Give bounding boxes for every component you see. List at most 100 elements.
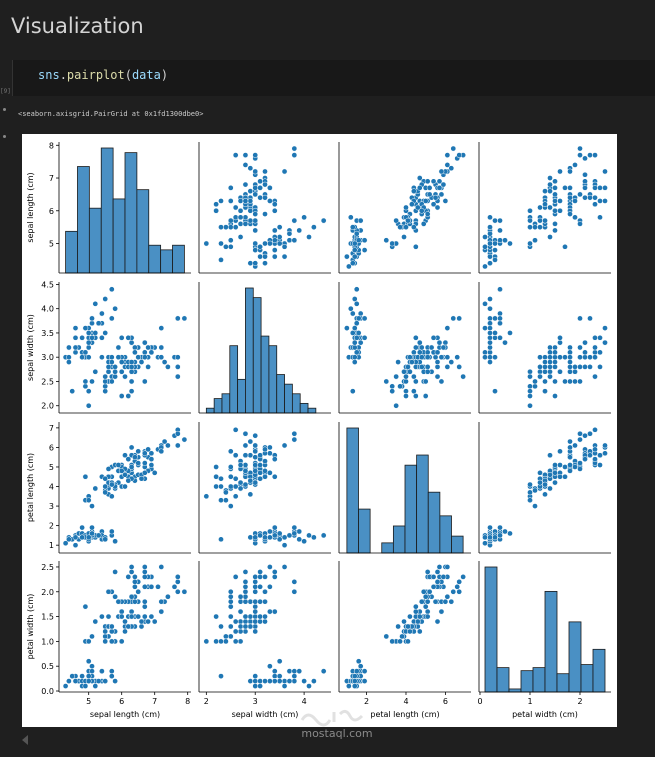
scatter-point <box>95 532 102 539</box>
scatter-point <box>597 462 603 468</box>
code-line[interactable]: sns.pairplot(data) <box>38 68 168 82</box>
scatter-point <box>262 181 268 188</box>
scatter-point <box>582 178 588 185</box>
scatter-point <box>118 368 125 375</box>
scatter-point <box>237 638 244 645</box>
code-cell[interactable]: sns.pairplot(data) <box>12 60 655 96</box>
scatter-point <box>242 613 249 620</box>
scatter-point <box>262 598 268 605</box>
scatter-point <box>89 668 95 675</box>
scatter-point <box>383 378 390 385</box>
scatter-point <box>112 368 118 375</box>
scatter-point <box>252 534 259 541</box>
scatter-point <box>492 257 498 263</box>
scatter-point <box>434 569 441 575</box>
scatter-point <box>291 524 298 531</box>
scatter-point <box>252 678 259 684</box>
scatter-point <box>242 442 249 449</box>
scatter-point <box>218 475 224 482</box>
scatter-point <box>542 201 548 208</box>
scatter-point <box>262 473 268 480</box>
scatter-point <box>577 430 583 437</box>
scatter-point <box>276 678 283 684</box>
scatter-point <box>436 178 443 185</box>
scatter-point <box>537 217 543 224</box>
scatter-point <box>411 224 417 231</box>
scatter-point <box>444 325 451 331</box>
scatter-point <box>430 583 437 590</box>
histogram-bar <box>484 566 498 693</box>
scatter-point <box>158 564 165 570</box>
scatter-point <box>444 162 451 168</box>
scatter-point <box>108 493 115 500</box>
scatter-point <box>151 618 158 625</box>
scatter-point <box>118 359 125 365</box>
histogram-bar <box>252 297 262 414</box>
scatter-point <box>62 683 69 689</box>
scatter-point <box>145 446 151 453</box>
scatter-point <box>141 574 148 580</box>
scatter-point <box>444 564 451 570</box>
scatter-point <box>223 497 229 504</box>
scatter-point <box>257 683 263 689</box>
scatter-point <box>112 593 118 600</box>
scatter-point <box>161 359 168 365</box>
scatter-point <box>306 683 312 689</box>
scatter-point <box>416 175 423 181</box>
scatter-point <box>148 349 155 356</box>
scatter-point <box>89 315 95 322</box>
scatter-point <box>351 247 358 253</box>
scatter-point <box>203 638 210 645</box>
scatter-point <box>562 473 568 480</box>
scatter-point <box>349 310 356 317</box>
scatter-point <box>542 354 548 361</box>
scatter-point <box>271 473 278 480</box>
scatter-point <box>418 344 425 351</box>
scatter-point <box>271 608 278 615</box>
scatter-point <box>102 475 109 482</box>
scatter-point <box>257 574 263 580</box>
scatter-point <box>351 296 358 302</box>
y-tick-label: 4.5 <box>41 280 54 289</box>
scatter-point <box>405 623 411 630</box>
scatter-point <box>232 452 239 459</box>
scatter-point <box>171 583 178 590</box>
scatter-point <box>567 359 573 365</box>
scatter-point <box>306 532 312 539</box>
histogram-bar <box>260 335 270 414</box>
histogram-bar <box>148 244 162 274</box>
scatter-point <box>403 378 409 385</box>
y-tick-label: 1.0 <box>41 637 54 646</box>
scatter-point <box>407 368 413 375</box>
scatter-point <box>252 603 259 610</box>
scatter-point <box>456 578 463 585</box>
scatter-point <box>403 204 409 211</box>
scatter-point <box>257 452 263 459</box>
scroll-left-arrow-icon[interactable] <box>22 735 28 745</box>
scatter-point <box>361 237 368 244</box>
scatter-point <box>237 234 244 240</box>
scatter-point <box>132 583 138 590</box>
scatter-point <box>497 524 503 531</box>
scatter-point <box>430 574 437 580</box>
scatter-point <box>430 334 437 341</box>
y-tick-label: 7 <box>49 424 54 433</box>
scatter-point <box>552 364 558 370</box>
scatter-point <box>492 240 498 247</box>
scatter-point <box>108 628 115 635</box>
scatter-point <box>257 532 263 539</box>
scatter-point <box>567 185 573 191</box>
scatter-point <box>582 339 588 346</box>
scatter-point <box>281 168 288 175</box>
scatter-point <box>213 201 219 208</box>
scatter-point <box>252 168 259 175</box>
scatter-point <box>227 448 234 455</box>
scatter-point <box>577 145 583 152</box>
scatter-point <box>456 364 463 370</box>
scatter-point <box>418 354 425 361</box>
scatter-point <box>252 623 259 630</box>
scatter-point <box>414 204 421 211</box>
scatter-point <box>395 623 401 630</box>
scatter-point <box>537 373 543 380</box>
scatter-point <box>389 388 396 395</box>
